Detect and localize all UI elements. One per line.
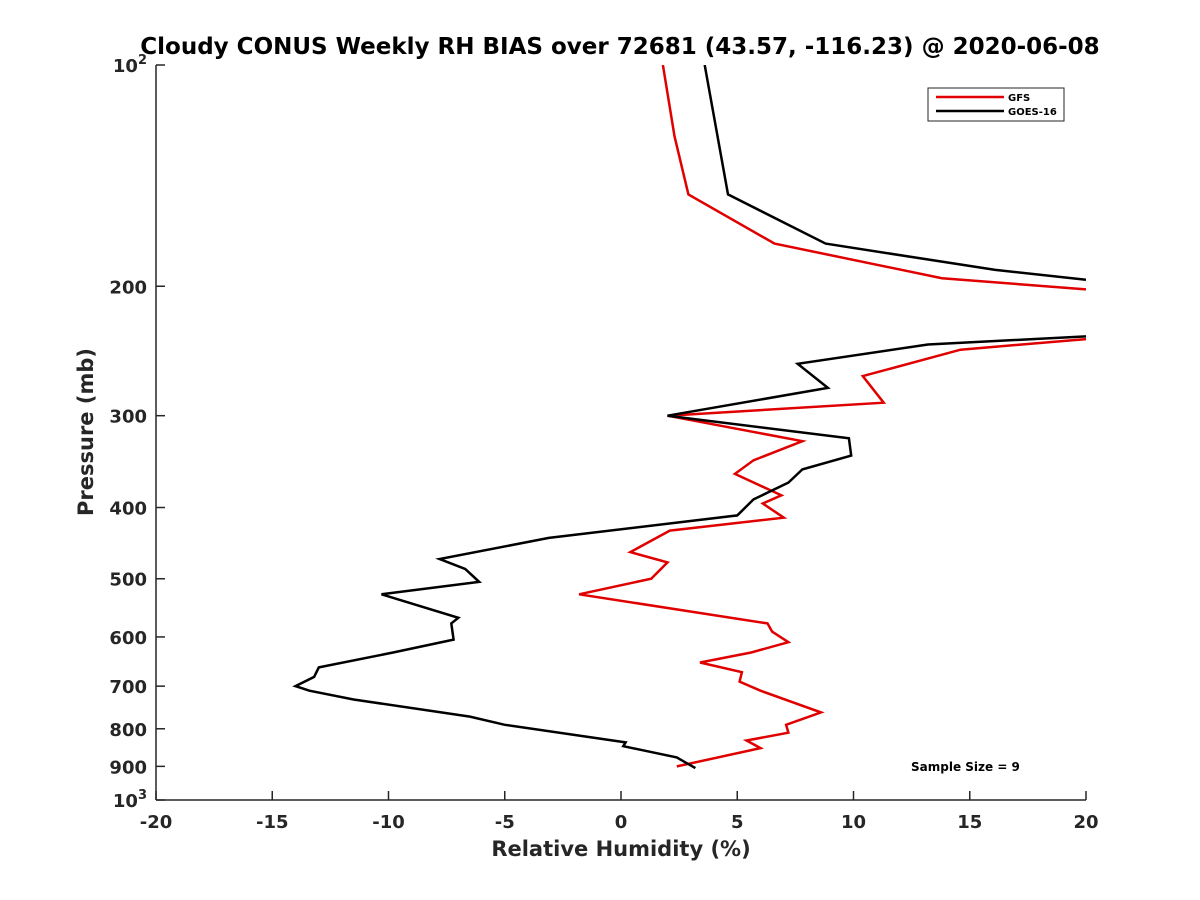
y-tick-label: 300: [109, 407, 147, 428]
series-line-gfs: [661, 65, 1086, 291]
y-tick-label: 700: [109, 677, 147, 698]
series-line-goes-16: [703, 65, 1086, 282]
y-tick-label: 500: [109, 570, 147, 591]
y-tick-label: 200: [109, 277, 147, 298]
x-tick-label: -20: [140, 812, 173, 833]
y-tick-label: 600: [109, 628, 147, 649]
x-tick-label: -5: [495, 812, 515, 833]
x-tick-label: -15: [256, 812, 289, 833]
y-tick-label: 800: [109, 720, 147, 741]
y-tick-label: 102: [113, 53, 147, 77]
series-line-goes-16: [292, 335, 1086, 770]
y-tick-label: 103: [113, 788, 147, 812]
legend-label-gfs: GFS: [1008, 93, 1030, 104]
x-tick-label: 0: [615, 812, 628, 833]
y-tick-label: 400: [109, 499, 147, 520]
x-tick-label: 10: [841, 812, 866, 833]
x-axis-label: Relative Humidity (%): [491, 837, 750, 861]
x-tick-label: 5: [731, 812, 744, 833]
y-tick-label: 900: [109, 757, 147, 778]
series-layer: [292, 65, 1086, 770]
x-ticks: -20 -15 -10 -5 0 5 10 15 20: [140, 791, 1099, 833]
legend-box: [927, 87, 1065, 122]
y-axis-label: Pressure (mb): [74, 348, 98, 516]
series-line-gfs: [578, 337, 1086, 768]
y-ticks: 102 200 300 400 500 600 700 800 900 103: [109, 53, 165, 812]
x-tick-label: 15: [957, 812, 982, 833]
sample-size-annotation: Sample Size = 9: [911, 760, 1020, 774]
x-tick-label: -10: [372, 812, 405, 833]
legend: GFS GOES-16: [927, 87, 1065, 122]
chart-title: Cloudy CONUS Weekly RH BIAS over 72681 (…: [140, 34, 1099, 60]
x-tick-label: 20: [1073, 812, 1098, 833]
legend-label-goes-16: GOES-16: [1008, 107, 1057, 118]
